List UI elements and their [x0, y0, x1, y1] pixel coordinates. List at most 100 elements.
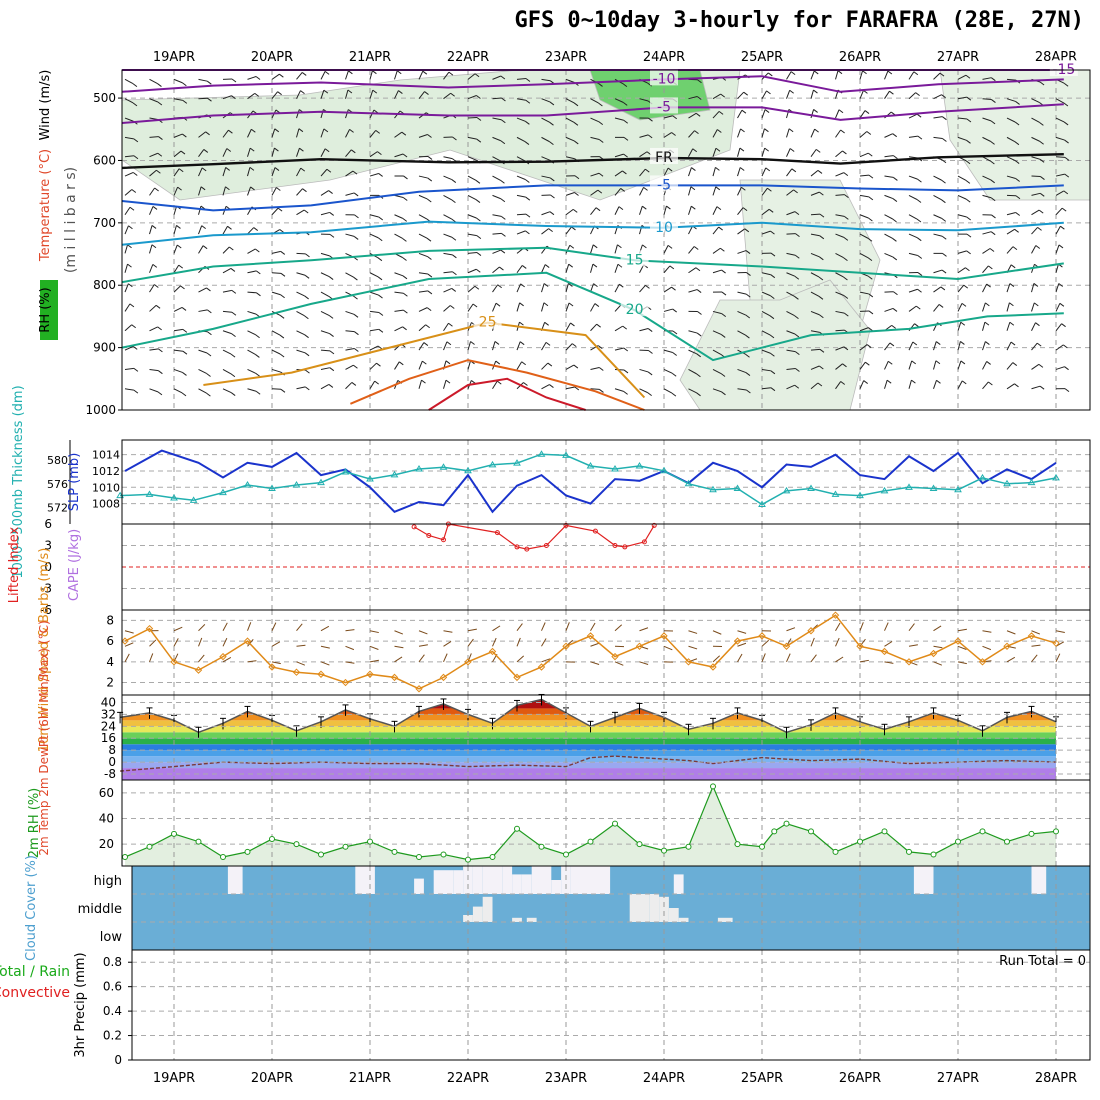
cloud-mid-block: [639, 894, 650, 922]
upper-wind-barb: [320, 90, 325, 99]
upper-wind-barb: [296, 72, 303, 80]
upper-wind-barb-flag: [471, 380, 476, 384]
upper-wind-barb-flag: [206, 373, 211, 377]
upper-wind-barb-flag: [200, 186, 206, 191]
upper-wind-barb-flag: [326, 168, 332, 173]
upper-wind-barb-flag: [377, 237, 383, 242]
temp2m-tick-label: 16: [101, 731, 116, 745]
upper-wind-barb-flag: [133, 367, 139, 372]
upper-wind-barb-flag: [862, 70, 867, 75]
upper-wind-barb: [712, 167, 716, 177]
upper-wind-barb: [345, 192, 355, 196]
upper-wind-barb: [345, 348, 355, 351]
upper-wind-barb-flag: [647, 82, 652, 87]
upper-wind-barb: [296, 310, 305, 317]
upper-wind-barb: [467, 252, 478, 254]
upper-wind-barb: [1055, 263, 1059, 273]
upper-wind-barb-flag: [789, 89, 794, 94]
upper-wind-barb: [957, 136, 967, 141]
upper-wind-barb-flag: [298, 128, 304, 133]
upper-wind-barb: [737, 330, 746, 336]
upper-wind-barb: [712, 310, 722, 315]
upper-wind-barb: [173, 225, 177, 235]
upper-wind-barb-flag: [739, 147, 745, 152]
upper-wind-barb: [394, 90, 399, 99]
upper-wind-barb-flag: [231, 78, 237, 83]
upper-wind-barb: [124, 303, 131, 312]
upper-wind-barb: [712, 186, 717, 196]
upper-wind-barb-flag: [426, 198, 432, 203]
wind10m-marker: [611, 652, 619, 661]
upper-wind-barb: [1031, 227, 1038, 235]
upper-wind-barb: [394, 153, 404, 158]
upper-wind-barb-flag: [866, 344, 872, 348]
upper-wind-barb: [835, 310, 845, 314]
upper-wind-barb-flag: [887, 70, 893, 75]
wind10m-barb: [394, 645, 404, 649]
upper-wind-barb-flag: [1063, 121, 1069, 126]
upper-wind-barb: [786, 272, 795, 277]
upper-wind-barb-flag: [813, 109, 818, 113]
upper-wind-barb-flag: [329, 212, 335, 216]
upper-wind-barb-flag: [1036, 342, 1042, 347]
upper-wind-barb: [614, 170, 623, 177]
upper-wind-barb: [369, 233, 379, 239]
upper-wind-barb: [247, 291, 257, 294]
rh2m-marker: [661, 847, 667, 854]
upper-wind-barb: [492, 136, 502, 142]
thickness-marker: [733, 484, 742, 492]
upper-wind-barb: [761, 291, 771, 297]
slp-tick-label: 1010: [92, 481, 120, 494]
upper-wind-barb-flag: [617, 263, 623, 268]
upper-wind-barb-flag: [671, 286, 676, 291]
upper-wind-barb: [198, 149, 205, 158]
upper-wind-barb: [1006, 322, 1011, 331]
upper-wind-barb-flag: [1014, 228, 1019, 233]
upper-wind-barb: [884, 342, 891, 351]
upper-wind-barb-flag: [1039, 385, 1045, 390]
cloud-high-block: [521, 874, 532, 894]
upper-wind-barb-flag: [617, 244, 622, 249]
upper-wind-barb-flag: [427, 273, 433, 278]
upper-wind-barb-flag: [421, 379, 426, 384]
upper-wind-barb-flag: [718, 111, 724, 115]
upper-wind-barb: [982, 341, 986, 351]
rh2m-marker: [195, 838, 202, 845]
wind10m-barb: [173, 653, 179, 663]
upper-wind-barb-flag: [1014, 160, 1020, 164]
upper-wind-barb: [320, 211, 330, 216]
cloud-high-block: [590, 866, 611, 894]
upper-wind-barb-flag: [915, 305, 921, 310]
upper-wind-barb-flag: [304, 315, 309, 320]
upper-wind-barb: [173, 168, 180, 177]
upper-wind-barb-flag: [961, 380, 967, 385]
upper-wind-barb: [884, 361, 889, 370]
upper-wind-barb: [614, 347, 624, 351]
upper-wind-barb: [173, 306, 183, 312]
temp-color-band: [122, 768, 1057, 780]
upper-wind-barb-flag: [817, 170, 823, 174]
rh2m-marker: [244, 848, 251, 855]
upper-wind-barb-flag: [1014, 121, 1020, 126]
upper-wind-barb: [859, 252, 869, 259]
upper-wind-barb-flag: [961, 302, 967, 307]
upper-wind-barb-flag: [132, 83, 138, 88]
upper-wind-barb-flag: [764, 147, 769, 152]
upper-wind-barb: [369, 362, 377, 370]
upper-wind-barb-flag: [917, 178, 922, 183]
wind10m-marker: [415, 685, 423, 693]
upper-wind-barb-flag: [378, 328, 384, 333]
upper-wind-barb-flag: [324, 70, 330, 75]
upper-wind-barb-flag: [667, 167, 673, 172]
upper-wind-barb-flag: [598, 172, 604, 177]
upper-wind-barb-flag: [402, 275, 408, 280]
li-marker: [426, 532, 432, 538]
upper-wind-barb-flag: [279, 314, 285, 319]
upper-wind-barb-flag: [231, 95, 236, 100]
upper-wind-barb-flag: [549, 384, 554, 388]
upper-wind-barb-flag: [647, 392, 652, 397]
upper-wind-barb: [173, 98, 183, 101]
upper-wind-barb-flag: [795, 254, 800, 259]
temp-contour: [122, 103, 1064, 124]
upper-wind-barb-flag: [715, 166, 720, 171]
